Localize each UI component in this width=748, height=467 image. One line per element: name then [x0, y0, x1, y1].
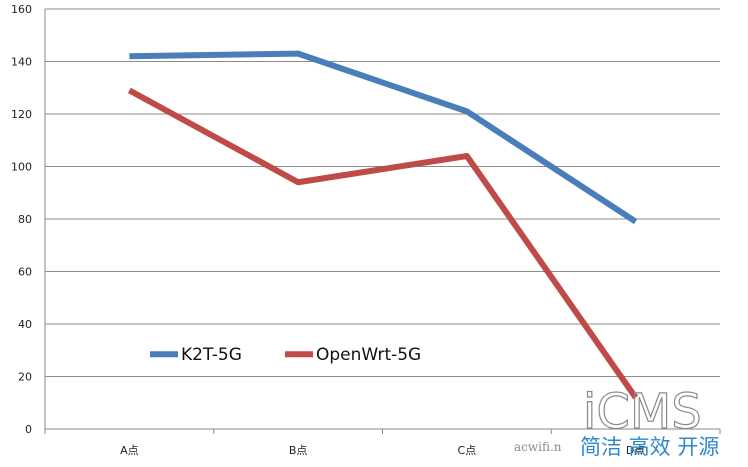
watermark-logo: iCMS: [583, 384, 702, 440]
legend-label-1: OpenWrt-5G: [316, 345, 421, 365]
y-tick-label: 60: [18, 266, 32, 279]
series-line-1: [127, 87, 639, 400]
y-axis-ticks: 0 20 40 60 80 100 120 140 160: [11, 3, 32, 436]
watermark: acwifi.n iCMS 简洁 高效 开源: [514, 383, 719, 459]
watermark-url: acwifi.n: [514, 440, 562, 454]
x-tick-label: A点: [120, 444, 139, 457]
watermark-slogan: 简洁 高效 开源: [580, 435, 719, 459]
series-line-0: [129, 50, 638, 225]
x-tick-label: C点: [458, 444, 477, 457]
legend-label-0: K2T-5G: [181, 345, 242, 365]
y-tick-label: 0: [25, 423, 32, 436]
y-tick-label: 100: [11, 161, 32, 174]
y-tick-label: 40: [18, 318, 32, 331]
series-lines: [127, 50, 639, 400]
x-axis-ticks: A点 B点 C点 D点: [44, 429, 721, 457]
y-tick-label: 160: [11, 3, 32, 16]
legend: K2T-5G OpenWrt-5G: [150, 345, 421, 365]
y-tick-label: 140: [11, 56, 32, 69]
y-tick-label: 20: [18, 371, 32, 384]
y-tick-label: 120: [11, 108, 32, 121]
x-tick-label: B点: [289, 444, 308, 457]
y-tick-label: 80: [18, 213, 32, 226]
gridlines: [44, 8, 720, 430]
x-tick-label: D点: [626, 444, 645, 457]
